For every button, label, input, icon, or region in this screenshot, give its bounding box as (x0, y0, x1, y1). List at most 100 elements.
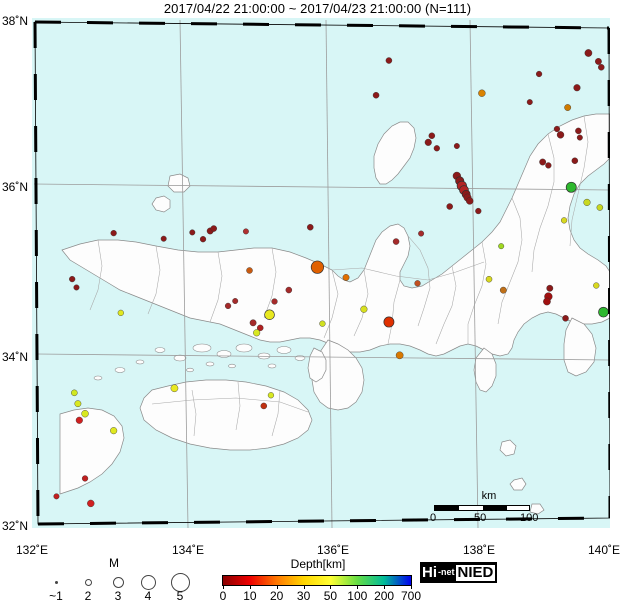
epicenter-marker[interactable] (253, 329, 261, 337)
epicenter-marker[interactable] (593, 282, 600, 289)
depth-tick-700 (411, 585, 412, 589)
epicenter-marker[interactable] (53, 493, 60, 500)
epicenter-marker[interactable] (485, 275, 493, 283)
epicenter-marker[interactable] (565, 181, 577, 193)
graticule-layer (33, 19, 610, 528)
epicenter-marker[interactable] (543, 297, 551, 306)
epicenter-marker[interactable] (110, 427, 118, 435)
epicenter-marker[interactable] (81, 410, 89, 418)
epicenter-marker[interactable] (249, 319, 257, 327)
epicenter-marker[interactable] (264, 309, 275, 320)
epicenter-marker[interactable] (446, 203, 453, 210)
depth-label-30: 30 (296, 589, 311, 603)
epicenter-marker[interactable] (271, 298, 278, 305)
epicenter-marker[interactable] (499, 286, 507, 294)
epicenter-marker[interactable] (246, 267, 253, 274)
epicenter-marker[interactable] (199, 236, 207, 243)
epicenter-marker[interactable] (285, 286, 293, 294)
land-layer (59, 113, 610, 515)
epicenter-marker[interactable] (189, 229, 196, 236)
depth-tick-200 (384, 585, 386, 589)
epicenter-marker[interactable] (575, 127, 582, 135)
epicenter-marker[interactable] (583, 198, 591, 206)
epicenter-marker[interactable] (170, 384, 179, 393)
scale-tick-100: 100 (520, 512, 539, 524)
epicenter-marker[interactable] (87, 499, 95, 508)
epicenter-marker[interactable] (319, 320, 326, 327)
lon-label-134: 134˚E (171, 543, 205, 557)
epicenter-marker[interactable] (428, 132, 436, 140)
lat-label-32: 32˚N (1, 519, 28, 533)
epicenter-marker[interactable] (573, 84, 581, 92)
epicenter-marker[interactable] (372, 91, 380, 99)
epicenter-marker[interactable] (310, 260, 325, 274)
epicenter-marker[interactable] (418, 230, 425, 237)
epicenter-marker[interactable] (360, 305, 368, 313)
scale-bar-track (434, 505, 530, 511)
epicenter-marker[interactable] (562, 315, 569, 322)
epicenter-marker[interactable] (535, 70, 543, 78)
epicenter-marker[interactable] (553, 125, 561, 133)
scale-bar: km 0 50 100 (430, 490, 548, 530)
depth-label-200: 200 (374, 589, 395, 603)
epicenter-marker[interactable] (110, 230, 117, 237)
epicenter-marker[interactable] (71, 389, 78, 397)
epicenter-marker[interactable] (453, 143, 460, 149)
epicenter-marker[interactable] (242, 228, 249, 235)
epicenter-marker[interactable] (466, 197, 474, 205)
lat-label-38: 38˚N (1, 14, 28, 28)
epicenter-marker[interactable] (560, 217, 568, 224)
depth-tick-30 (303, 585, 305, 589)
epicenter-marker[interactable] (73, 284, 80, 291)
epicenter-marker[interactable] (433, 145, 440, 152)
epicenter-marker[interactable] (564, 104, 572, 111)
epicenter-marker[interactable] (414, 280, 421, 287)
depth-label-0: 0 (219, 589, 227, 603)
epicenter-marker[interactable] (498, 243, 505, 250)
epicenter-marker[interactable] (546, 284, 554, 292)
epicenter-marker[interactable] (81, 475, 89, 482)
epicenter-marker[interactable] (383, 316, 395, 328)
logo-nied-text: NIED (455, 563, 496, 581)
magnitude-label-5: 5 (176, 589, 184, 603)
epicenter-marker[interactable] (475, 207, 482, 215)
epicenter-marker[interactable] (256, 324, 264, 332)
epicenter-marker[interactable] (584, 49, 593, 57)
epicenter-marker[interactable] (576, 134, 583, 141)
epicenter-marker[interactable] (224, 302, 232, 310)
epicenter-marker[interactable] (526, 99, 533, 106)
page-title: 2017/04/22 21:00:00 ~ 2017/04/23 21:00:0… (163, 1, 472, 16)
epicenter-marker[interactable] (342, 274, 350, 281)
epicenter-marker[interactable] (556, 131, 565, 139)
epicenter-marker[interactable] (478, 89, 486, 97)
epicenter-marker[interactable] (395, 351, 404, 360)
earthquake-epicenter-layer[interactable] (32, 18, 610, 528)
magnitude-symbol-5 (170, 572, 190, 592)
epicenter-marker[interactable] (160, 235, 167, 242)
epicenter-marker[interactable] (69, 275, 76, 283)
epicenter-marker[interactable] (385, 57, 393, 64)
epicenter-marker[interactable] (232, 298, 239, 304)
epicenter-marker[interactable] (210, 225, 217, 232)
magnitude-legend: M ~1 2 3 4 5 (34, 556, 194, 605)
depth-tick-20 (276, 585, 278, 589)
epicenter-marker[interactable] (598, 64, 605, 71)
epicenter-marker[interactable] (260, 402, 268, 410)
epicenter-marker[interactable] (595, 58, 602, 65)
map-canvas[interactable] (32, 18, 610, 528)
epicenter-marker[interactable] (424, 138, 432, 146)
lon-label-140: 140˚E (587, 543, 621, 557)
epicenter-marker[interactable] (596, 204, 604, 211)
epicenter-marker[interactable] (392, 238, 400, 245)
scale-tick-50: 50 (474, 512, 487, 524)
scale-bar-unit: km (481, 490, 497, 502)
epicenter-marker[interactable] (74, 400, 82, 408)
epicenter-marker[interactable] (307, 223, 314, 231)
epicenter-marker[interactable] (571, 157, 579, 164)
epicenter-marker[interactable] (545, 162, 552, 169)
depth-tick-10 (249, 585, 251, 589)
epicenter-marker[interactable] (75, 416, 83, 424)
epicenter-marker[interactable] (539, 158, 547, 166)
epicenter-marker[interactable] (117, 309, 124, 316)
epicenter-marker[interactable] (267, 392, 275, 399)
